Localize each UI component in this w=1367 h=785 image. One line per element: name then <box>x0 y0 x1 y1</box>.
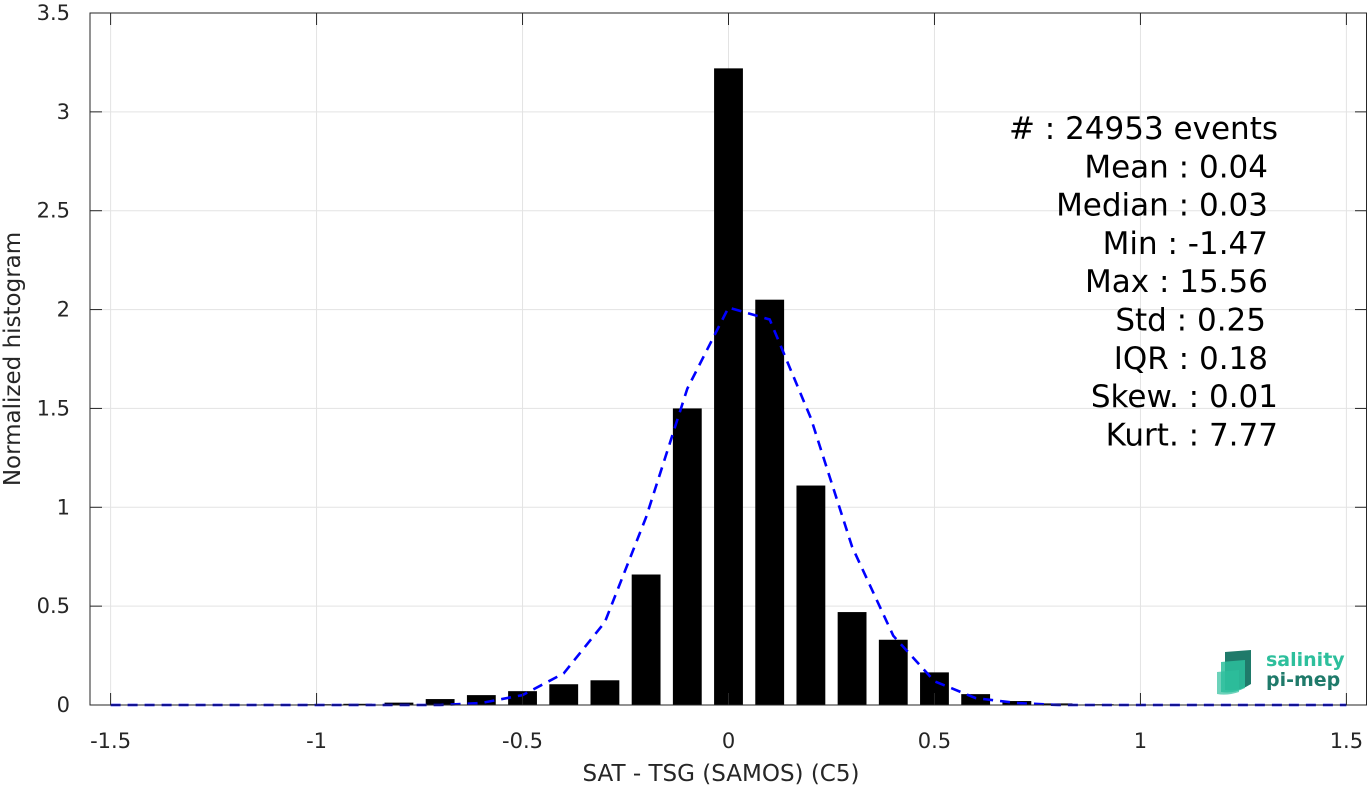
x-tick-label: 1.5 <box>1330 729 1363 753</box>
y-tick-label: 1.5 <box>37 396 70 420</box>
histogram-bar <box>631 574 661 705</box>
histogram-bar <box>549 684 579 705</box>
stat-line: Kurt. : 7.77 <box>1106 417 1278 453</box>
histogram-bars <box>96 68 1361 706</box>
x-tick-label: -1 <box>306 729 327 753</box>
stat-line: # : 24953 events <box>1009 111 1278 147</box>
histogram-bar <box>714 68 743 706</box>
tick-marks <box>90 12 1367 706</box>
x-tick-label: 1 <box>1134 729 1147 753</box>
histogram-bar <box>425 699 455 705</box>
x-axis-label: SAT - TSG (SAMOS) (C5) <box>583 761 860 785</box>
y-axis-label: Normalized histogram <box>0 232 26 486</box>
stat-line: Std : 0.25 <box>1115 303 1266 339</box>
x-tick-label: -1.5 <box>90 729 131 753</box>
histogram-bar <box>590 680 620 705</box>
y-tick-label: 1 <box>57 495 70 519</box>
salinity-pi-mep-logo: salinity pi-mep <box>1217 649 1345 695</box>
histogram-bar <box>961 694 991 705</box>
stat-line: Skew. : 0.01 <box>1091 379 1278 415</box>
y-tick-label: 0.5 <box>37 594 70 618</box>
histogram-bar <box>878 639 908 705</box>
x-tick-labels: -1.5 -1 -0.5 0 0.5 1 1.5 <box>90 729 1363 753</box>
y-tick-label: 2 <box>57 298 70 322</box>
stat-line: Max : 15.56 <box>1085 264 1268 300</box>
stat-line: Min : -1.47 <box>1103 226 1268 262</box>
histogram-bar <box>384 702 414 705</box>
logo-text-salinity: salinity <box>1266 649 1345 671</box>
y-tick-label: 3.5 <box>37 1 70 25</box>
logo-text-pi-mep: pi-mep <box>1266 669 1340 691</box>
stat-line: Median : 0.03 <box>1056 188 1268 224</box>
x-tick-label: 0.5 <box>918 729 951 753</box>
histogram-bar <box>1002 701 1032 705</box>
y-tick-label: 2.5 <box>37 199 70 223</box>
histogram-bar <box>755 299 785 705</box>
y-tick-label: 3 <box>57 100 70 124</box>
logo-waves-icon <box>1217 650 1251 695</box>
histogram-bar <box>796 485 826 705</box>
histogram-bar <box>466 695 496 705</box>
stat-line: IQR : 0.18 <box>1114 341 1268 377</box>
x-tick-label: -0.5 <box>502 729 543 753</box>
stat-line: Mean : 0.04 <box>1084 149 1268 185</box>
y-tick-labels: 0 0.5 1 1.5 2 2.5 3 3.5 <box>37 1 70 717</box>
x-tick-label: 0 <box>722 729 735 753</box>
y-tick-label: 0 <box>57 693 70 717</box>
histogram-bar <box>672 408 702 705</box>
histogram-bar <box>837 612 867 705</box>
